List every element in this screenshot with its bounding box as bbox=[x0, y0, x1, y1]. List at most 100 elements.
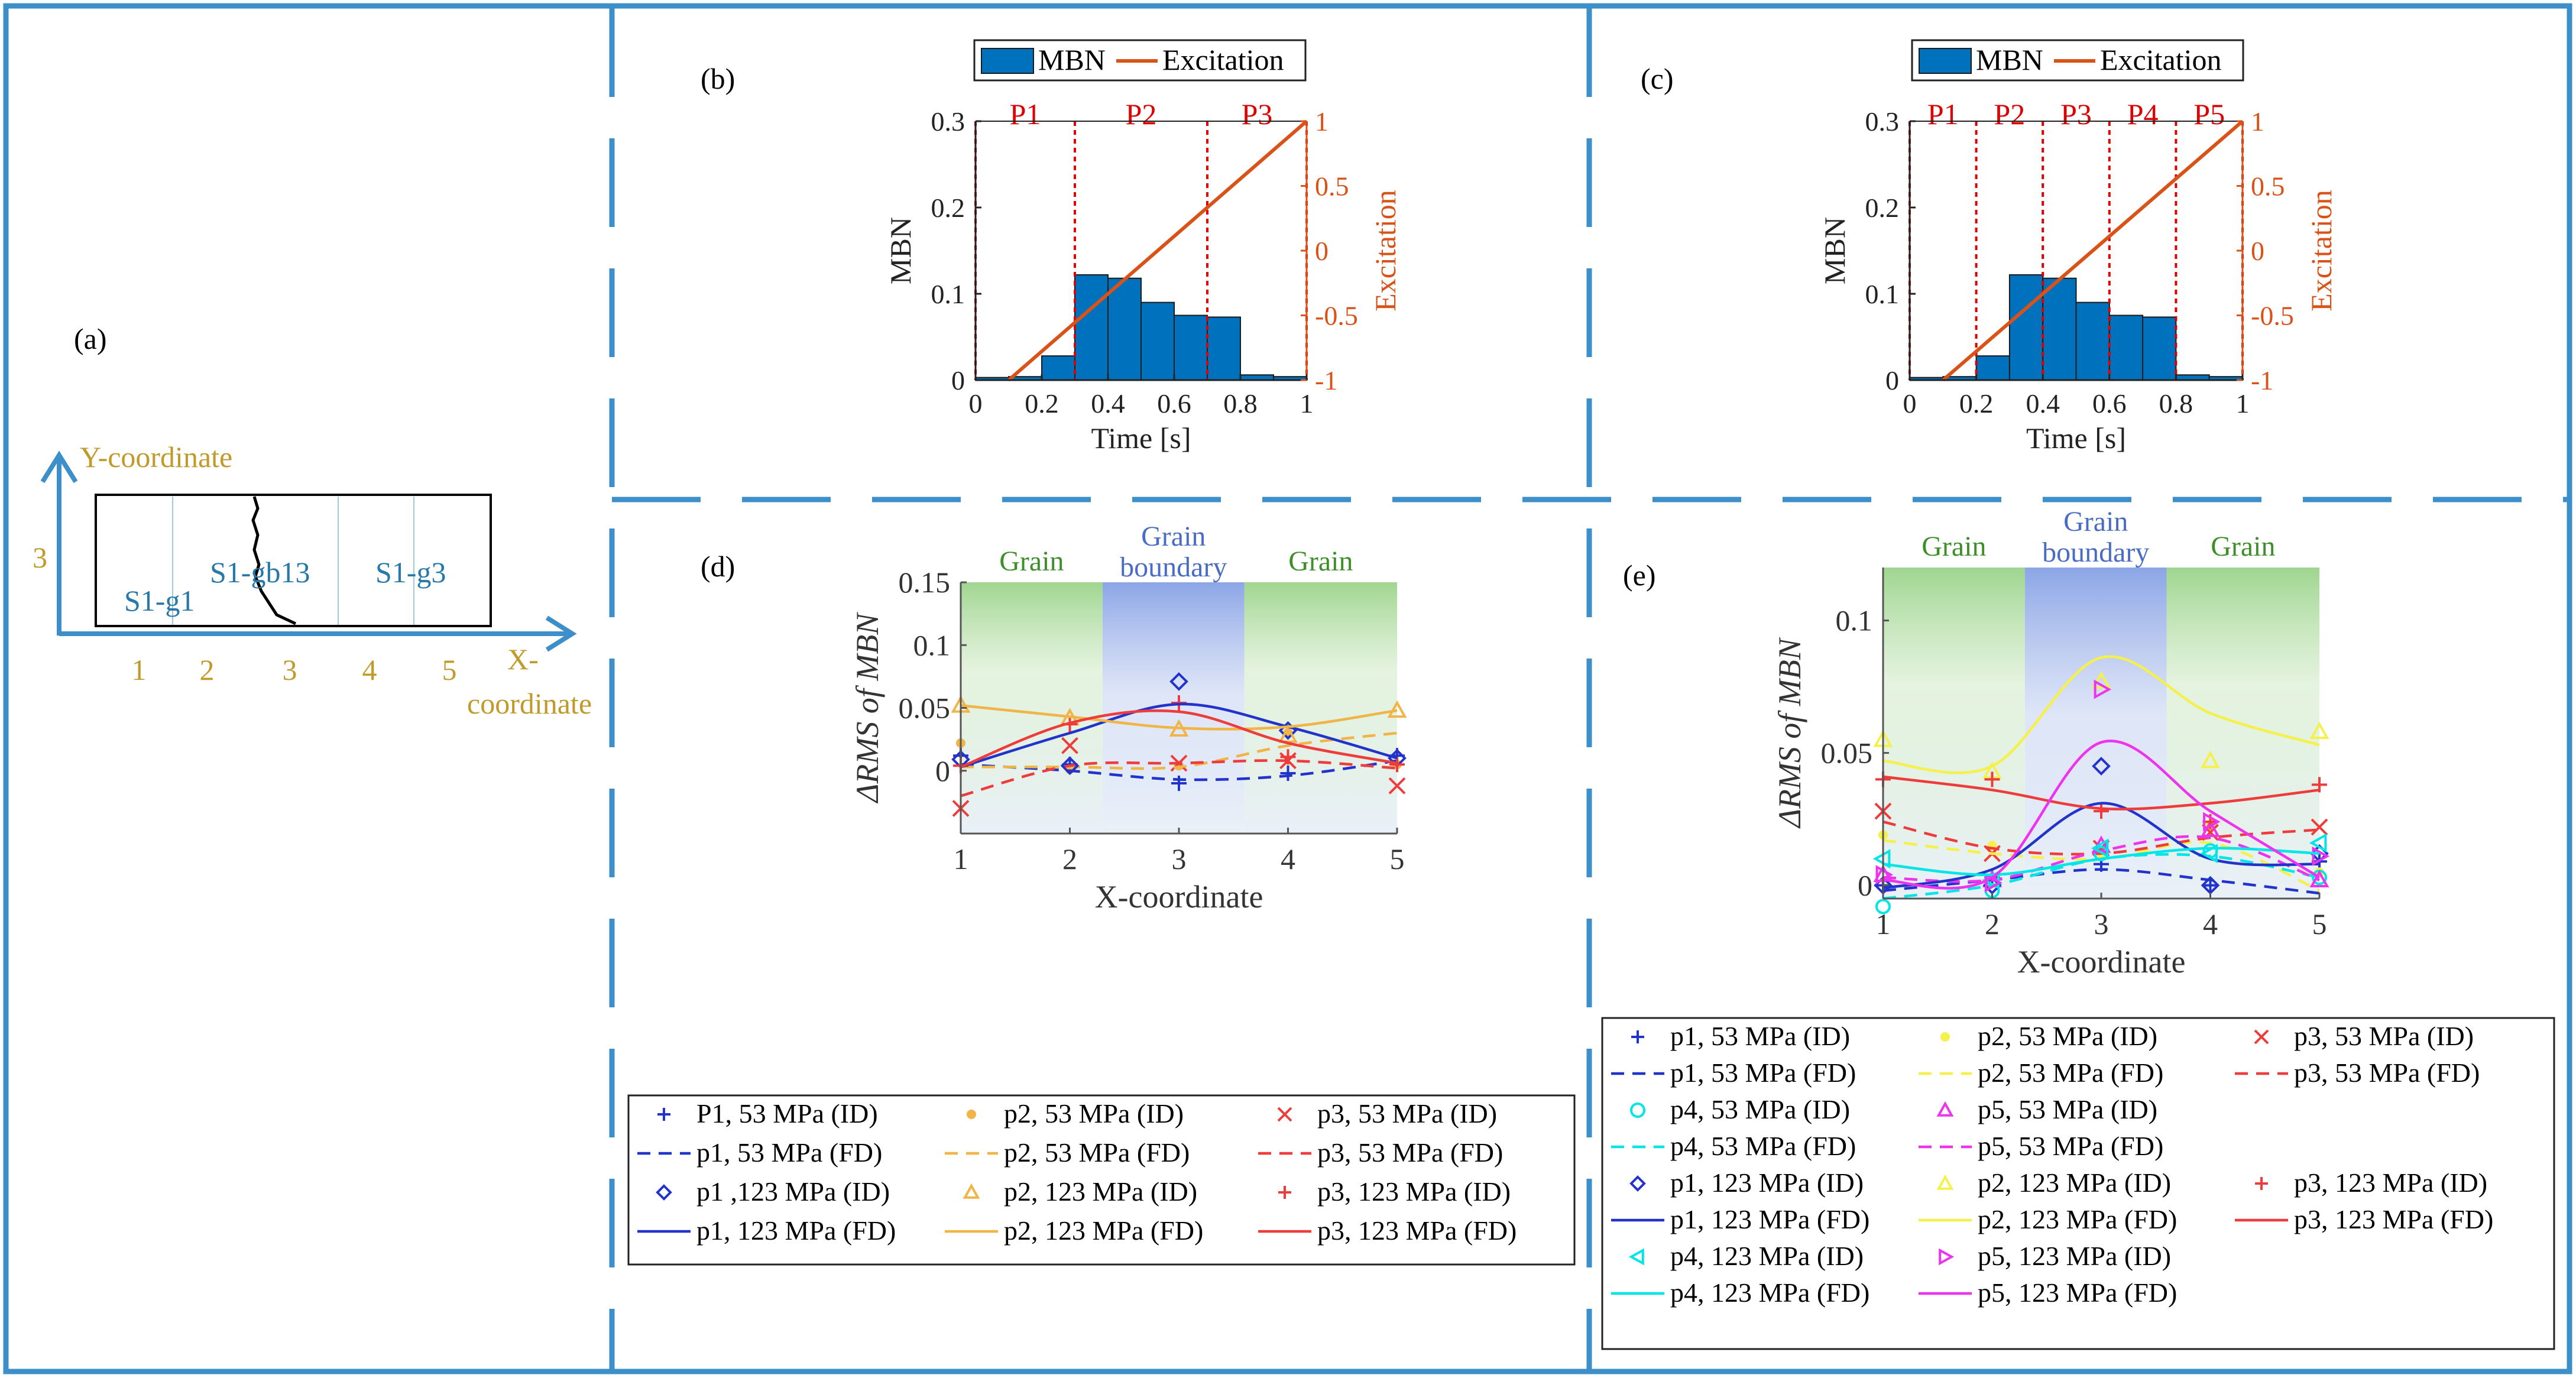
region-label-s1-gb13: S1-gb13 bbox=[210, 556, 310, 589]
x-tick-label: 0.4 bbox=[2026, 388, 2060, 419]
y-axis-arrowhead bbox=[40, 450, 78, 484]
outer-frame bbox=[3, 3, 2572, 1374]
partition-label: P2 bbox=[1126, 98, 1157, 131]
x-tick-label: 5 bbox=[2312, 907, 2327, 941]
series-curve bbox=[960, 759, 1398, 782]
y-tick-label: 0.15 bbox=[899, 566, 951, 599]
histogram-bar bbox=[2108, 314, 2144, 381]
data-point-triangle bbox=[963, 1183, 980, 1199]
legend-entry: p3, 53 MPa (ID) bbox=[1317, 1098, 1497, 1129]
histogram-bar bbox=[2075, 301, 2110, 381]
series-curve bbox=[960, 731, 1398, 770]
y-tick-label: 0 bbox=[951, 365, 965, 395]
series-curve bbox=[960, 759, 1398, 797]
data-point-triangle bbox=[2091, 671, 2111, 689]
legend-entry: p3, 53 MPa (FD) bbox=[1317, 1137, 1503, 1168]
partition-label: P1 bbox=[1927, 98, 1959, 131]
legend-entry: p2, 53 MPa (FD) bbox=[1004, 1137, 1190, 1168]
series-curve bbox=[1882, 655, 2320, 774]
data-point-triangle-left bbox=[1628, 1248, 1644, 1266]
legend-entry: p2, 53 MPa (ID) bbox=[1004, 1098, 1184, 1129]
y2-tick-label: -1 bbox=[2251, 365, 2273, 395]
legend-label-mbn: MBN bbox=[1038, 43, 1106, 76]
data-point-triangle-right bbox=[1939, 1248, 1955, 1266]
legend-swatch-mbn bbox=[1919, 48, 1972, 74]
panel-a-sample-sketch: (a) Y-coordinate 3 X- coordinate 1 2 3 4 5 S… bbox=[33, 322, 592, 720]
x-tick-label: 4 bbox=[1281, 842, 1295, 876]
histogram-bar bbox=[1140, 301, 1175, 381]
x-tick-label: 0.2 bbox=[1025, 388, 1059, 419]
series-curve bbox=[1882, 868, 2320, 895]
x-axis-arrowhead bbox=[545, 615, 577, 652]
data-point-x bbox=[2254, 1029, 2269, 1045]
legend-label-mbn: MBN bbox=[1976, 43, 2043, 76]
legend-entry: P1, 53 MPa (ID) bbox=[696, 1098, 878, 1129]
x-tick-label: 3 bbox=[2094, 907, 2109, 941]
data-point-circle bbox=[1630, 1103, 1645, 1118]
legend-box bbox=[1601, 1017, 2555, 1350]
partition-label: P5 bbox=[2193, 98, 2225, 131]
legend-entry: p4, 53 MPa (ID) bbox=[1670, 1094, 1850, 1124]
x-axis-label: Time [s] bbox=[1091, 421, 1191, 455]
data-point-plus bbox=[1984, 771, 2000, 787]
series-curve bbox=[960, 702, 1398, 769]
y2-tick-label: 0 bbox=[1315, 236, 1328, 266]
x-tick-label: 1 bbox=[1876, 907, 1891, 941]
region-label-s1-g1: S1-g1 bbox=[124, 584, 195, 617]
data-point-triangle bbox=[2201, 750, 2220, 769]
chart-e-rms-vs-x: Grain Grain boundary Grain 1 2 3 4 5 0 0.05 0.1 X-co… bbox=[1772, 506, 2330, 980]
data-point-plus bbox=[1171, 776, 1187, 791]
histogram-bar bbox=[1074, 274, 1109, 381]
x-tick-label: 2 bbox=[1985, 907, 2000, 941]
histogram-bar bbox=[2042, 277, 2077, 381]
region-label-grain: Grain bbox=[999, 546, 1064, 577]
data-point-triangle-right bbox=[2094, 679, 2112, 699]
data-point-dot bbox=[1940, 1032, 1950, 1042]
x-tick-label: 3 bbox=[1172, 842, 1187, 876]
x-tick-label: 2 bbox=[200, 653, 215, 686]
data-point-x bbox=[1277, 1107, 1292, 1122]
legend-entry: p3, 123 MPa (FD) bbox=[2294, 1204, 2493, 1234]
data-point-plus bbox=[1631, 1030, 1644, 1043]
data-point-x bbox=[1061, 737, 1078, 754]
histogram-bar bbox=[1207, 316, 1241, 381]
series-curve bbox=[960, 704, 1398, 731]
chart-b-mbn-histogram: P1 P2 P3 0 0.2 0.4 0.6 0.8 1 0 0.1 0.2 0.3 -1 -0.5 0 0.5… bbox=[884, 39, 1402, 455]
data-point-triangle bbox=[2309, 870, 2329, 888]
series-curve bbox=[1882, 835, 2320, 883]
data-point-diamond bbox=[1169, 672, 1188, 691]
y-tick-label: 0.05 bbox=[1821, 737, 1873, 770]
data-point-triangle bbox=[1387, 700, 1407, 718]
y2-tick-label: -0.5 bbox=[2251, 301, 2294, 331]
legend-entry: p3, 123 MPa (ID) bbox=[2294, 1168, 2487, 1198]
y-tick-label: 3 bbox=[33, 541, 47, 574]
legend-entry: p2, 53 MPa (FD) bbox=[1978, 1058, 2163, 1088]
data-point-x bbox=[1388, 777, 1406, 795]
legend-entry: p4, 53 MPa (FD) bbox=[1670, 1131, 1856, 1161]
y-tick-label: 0.1 bbox=[1836, 604, 1873, 637]
data-point-triangle-left bbox=[1982, 870, 2000, 890]
y-axis-label: MBN bbox=[884, 217, 917, 284]
region-label-grain: Grain bbox=[1922, 531, 1986, 562]
y-tick-label: 0.3 bbox=[931, 106, 965, 137]
x-tick-labels: 1 2 3 4 5 bbox=[132, 653, 457, 686]
region-label-s1-g3: S1-g3 bbox=[375, 556, 446, 589]
legend-entry: p1, 123 MPa (FD) bbox=[1670, 1204, 1869, 1234]
y-axis-label: Y-coordinate bbox=[80, 440, 232, 474]
data-point-plus bbox=[2312, 777, 2327, 793]
region-label-boundary: Grain boundary bbox=[1120, 521, 1227, 583]
legend-entry: p1, 53 MPa (FD) bbox=[1670, 1058, 1856, 1088]
legend-entry: p1, 123 MPa (ID) bbox=[1670, 1168, 1864, 1198]
legend-entry: p1 ,123 MPa (ID) bbox=[696, 1176, 890, 1207]
y-tick-label: 0.1 bbox=[931, 279, 965, 309]
x-tick-label: 4 bbox=[2203, 907, 2218, 941]
legend-label-excitation: Excitation bbox=[2100, 43, 2222, 76]
chart-d-rms-vs-x: Grain Grain boundary Grain 1 2 3 4 5 0 0.05 0.1 0.15… bbox=[850, 521, 1407, 915]
legend-swatch-mbn bbox=[981, 48, 1034, 74]
series-curve bbox=[1882, 740, 2321, 890]
data-point-triangle-left bbox=[2200, 844, 2218, 864]
y-tick-label: 0.1 bbox=[1865, 279, 1900, 309]
data-point-plus bbox=[1280, 749, 1296, 765]
x-tick-label: 0.6 bbox=[2092, 388, 2127, 419]
data-point-diamond bbox=[1629, 1175, 1646, 1192]
